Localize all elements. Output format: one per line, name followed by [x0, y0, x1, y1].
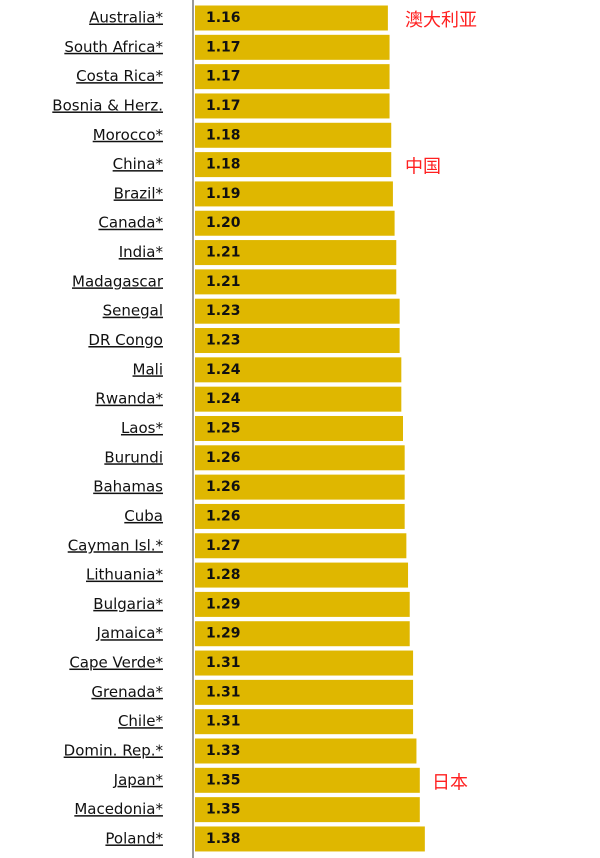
bar — [195, 152, 392, 178]
value-label: 1.26 — [206, 450, 241, 466]
value-label: 1.21 — [206, 245, 241, 261]
bar — [195, 621, 410, 647]
bar — [195, 269, 397, 295]
value-label: 1.24 — [206, 362, 241, 378]
category-label: Bulgaria* — [93, 595, 163, 613]
bar — [195, 709, 414, 735]
value-label: 1.26 — [206, 508, 241, 524]
value-label: 1.20 — [206, 215, 241, 231]
value-label: 1.23 — [206, 303, 241, 319]
value-label: 1.18 — [206, 127, 241, 143]
value-label: 1.25 — [206, 420, 241, 436]
bar — [195, 679, 414, 705]
annotation: 澳大利亚 — [405, 10, 477, 31]
category-label: Brazil* — [114, 184, 164, 202]
category-label: Cayman Isl.* — [68, 536, 164, 554]
value-label: 1.38 — [206, 831, 241, 847]
category-label: Lithuania* — [86, 566, 163, 584]
bar — [195, 650, 414, 676]
bar — [195, 181, 393, 207]
category-label: Mali — [133, 360, 163, 378]
value-label: 1.28 — [206, 567, 241, 583]
value-label: 1.24 — [206, 391, 241, 407]
bar — [195, 503, 405, 529]
bar — [195, 767, 420, 793]
value-label: 1.35 — [206, 772, 241, 788]
category-label: Rwanda* — [95, 390, 163, 408]
category-label: Japan* — [113, 771, 164, 789]
category-label: South Africa* — [64, 38, 163, 56]
category-label: Senegal — [103, 302, 163, 320]
category-label: Madagascar — [72, 272, 164, 290]
category-label: Grenada* — [91, 683, 163, 701]
bar — [195, 5, 388, 31]
category-label: DR Congo — [88, 331, 163, 349]
value-label: 1.33 — [206, 743, 241, 759]
category-label: Jamaica* — [95, 624, 163, 642]
bar — [195, 533, 407, 559]
bar — [195, 64, 390, 90]
value-label: 1.17 — [206, 98, 241, 114]
value-label: 1.16 — [206, 10, 241, 26]
value-label: 1.31 — [206, 655, 241, 671]
category-label: Canada* — [98, 214, 163, 232]
value-label: 1.29 — [206, 596, 241, 612]
category-label: Domin. Rep.* — [64, 742, 164, 760]
category-label: Cape Verde* — [69, 654, 163, 672]
category-label: Bahamas — [93, 478, 163, 496]
category-label: Bosnia & Herz. — [52, 96, 163, 114]
value-label: 1.21 — [206, 274, 241, 290]
bar — [195, 797, 420, 823]
category-label: Macedonia* — [74, 800, 163, 818]
bar — [195, 591, 410, 617]
category-label: Laos* — [121, 419, 164, 437]
bar — [195, 93, 390, 119]
category-label: Australia* — [89, 9, 163, 27]
category-label: Costa Rica* — [76, 67, 163, 85]
bar — [195, 357, 402, 383]
value-label: 1.17 — [206, 69, 241, 85]
bar — [195, 210, 395, 236]
category-label: Chile* — [118, 712, 164, 730]
bar — [195, 240, 397, 266]
bar — [195, 826, 425, 852]
bar — [195, 298, 400, 324]
bar — [195, 386, 402, 412]
category-label: India* — [119, 243, 164, 261]
category-label: Poland* — [105, 829, 163, 847]
bar — [195, 328, 400, 354]
bar — [195, 122, 392, 148]
bar — [195, 445, 405, 471]
value-label: 1.23 — [206, 333, 241, 349]
value-label: 1.31 — [206, 684, 241, 700]
annotation: 中国 — [405, 157, 441, 178]
bar — [195, 474, 405, 500]
value-label: 1.26 — [206, 479, 241, 495]
category-label: China* — [113, 155, 164, 173]
category-label: Morocco* — [93, 126, 164, 144]
bar — [195, 415, 403, 441]
category-label: Cuba — [124, 507, 163, 525]
bar — [195, 738, 417, 764]
value-label: 1.18 — [206, 157, 241, 173]
annotation: 日本 — [432, 772, 468, 793]
value-label: 1.27 — [206, 538, 241, 554]
value-label: 1.19 — [206, 186, 241, 202]
value-label: 1.17 — [206, 39, 241, 55]
category-label: Burundi — [104, 448, 163, 466]
bar — [195, 34, 390, 60]
bar — [195, 562, 409, 588]
value-label: 1.35 — [206, 802, 241, 818]
value-label: 1.31 — [206, 714, 241, 730]
value-label: 1.29 — [206, 626, 241, 642]
